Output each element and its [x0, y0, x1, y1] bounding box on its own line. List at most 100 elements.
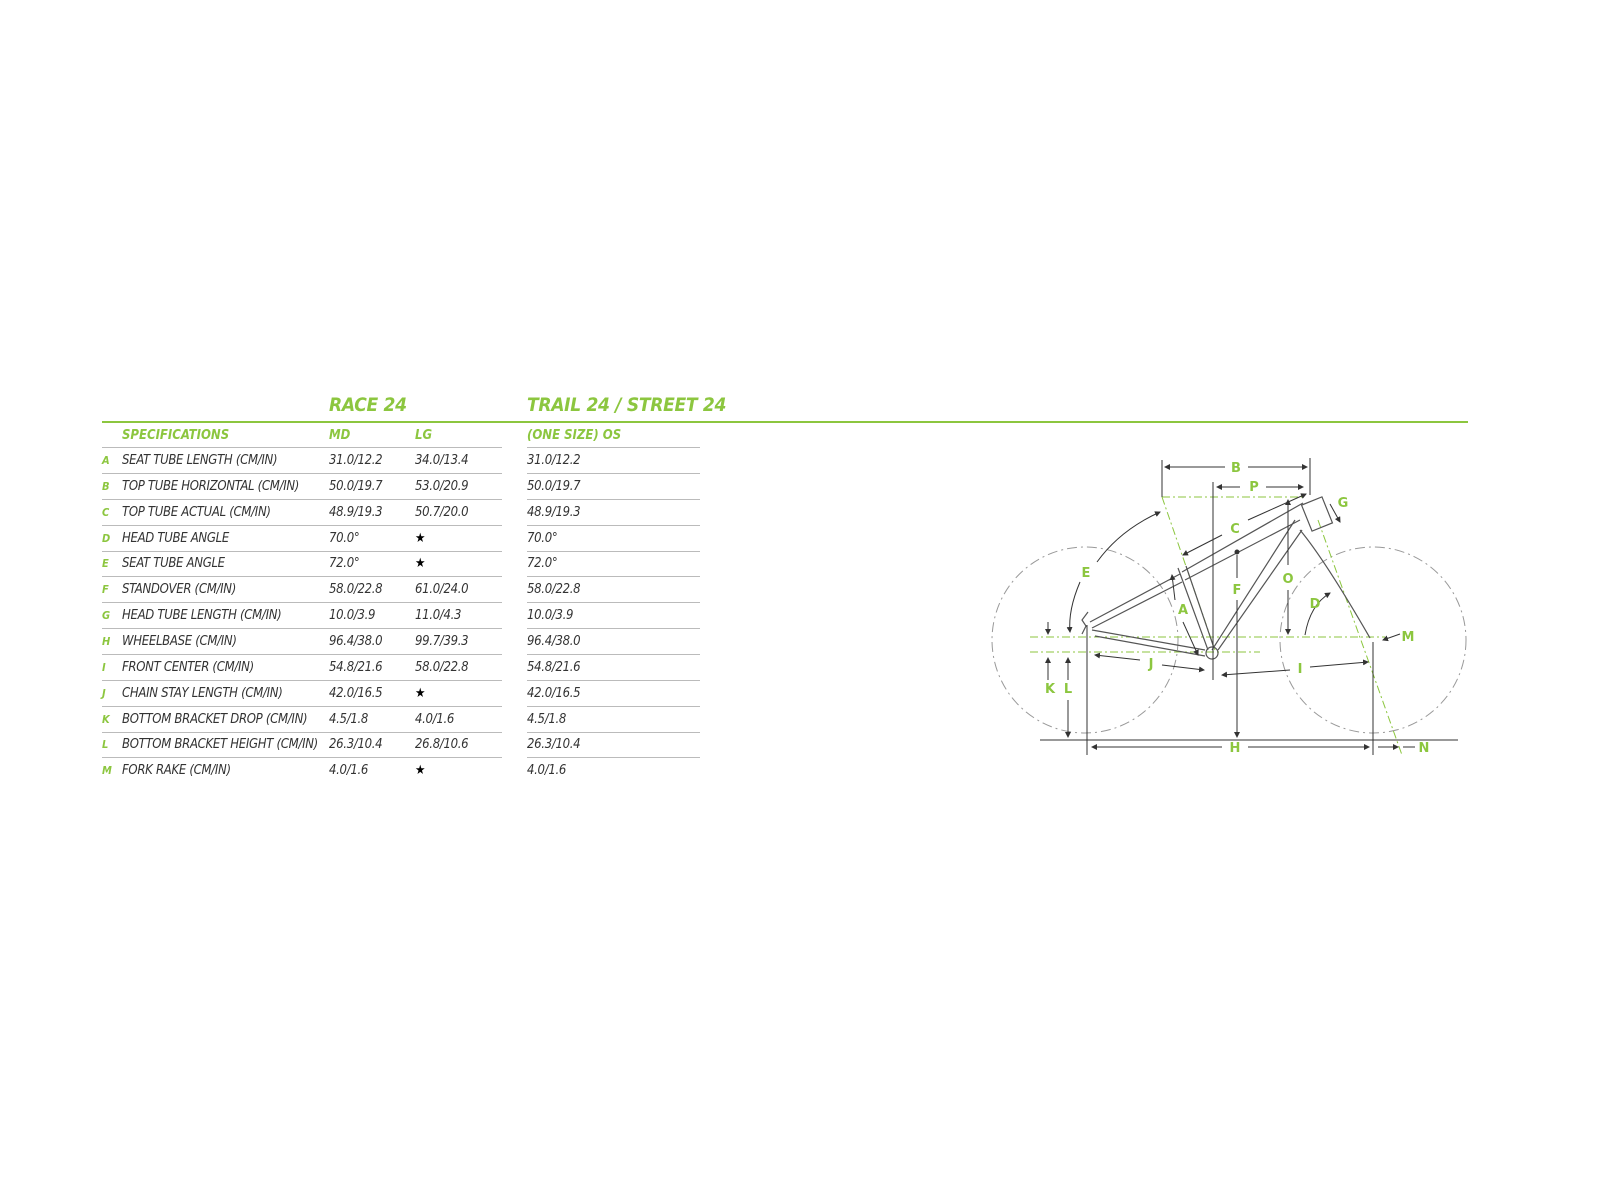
- row-divider: [102, 731, 502, 733]
- row-divider: [102, 679, 502, 681]
- row-divider: [102, 447, 502, 448]
- cell-label: SEAT TUBE ANGLE: [122, 556, 225, 572]
- cell-os: 72.0°: [527, 556, 558, 572]
- cell-os: 96.4/38.0: [527, 633, 581, 649]
- cell-md: 72.0°: [329, 556, 360, 572]
- cell-label: BOTTOM BRACKET DROP (CM/IN): [122, 711, 308, 727]
- cell-letter: L: [102, 738, 109, 752]
- row-divider: [102, 576, 502, 578]
- row-divider: [527, 628, 700, 630]
- cell-os: 54.8/21.6: [527, 659, 581, 675]
- row-divider: [527, 550, 700, 552]
- cell-os: 10.0/3.9: [527, 608, 574, 624]
- header-divider: [102, 421, 1468, 423]
- cell-label: HEAD TUBE LENGTH (CM/IN): [122, 608, 282, 624]
- cell-md: 70.0°: [329, 530, 360, 546]
- specifications-header: SPECIFICATIONS: [122, 428, 230, 443]
- cell-label: TOP TUBE HORIZONTAL (CM/IN): [122, 478, 300, 494]
- dimension-label-h: H: [1230, 741, 1241, 756]
- cell-os: 70.0°: [527, 530, 558, 546]
- row-divider: [102, 524, 502, 526]
- md-header: MD: [329, 428, 351, 443]
- cell-letter: D: [102, 531, 111, 545]
- dimension-label-d: D: [1310, 597, 1321, 612]
- row-divider: [527, 679, 700, 681]
- cell-os: 50.0/19.7: [527, 478, 581, 494]
- dimension-label-o: O: [1282, 572, 1293, 587]
- cell-os: 4.0/1.6: [527, 763, 567, 779]
- cell-letter: G: [102, 609, 111, 623]
- cell-lg: 61.0/24.0: [415, 582, 469, 598]
- race-24-title: RACE 24: [329, 394, 407, 416]
- row-divider: [102, 705, 502, 707]
- cell-lg: 26.8/10.6: [415, 737, 469, 753]
- row-divider: [102, 757, 502, 759]
- dimension-label-l: L: [1064, 682, 1072, 697]
- cell-lg: 4.0/1.6: [415, 711, 455, 727]
- rear-wheel: [991, 546, 1179, 734]
- cell-label: FRONT CENTER (CM/IN): [122, 659, 254, 675]
- cell-letter: I: [102, 660, 106, 674]
- cell-letter: M: [102, 764, 112, 778]
- lg-header: LG: [415, 428, 433, 443]
- dimension-label-m: M: [1402, 630, 1415, 645]
- cell-lg: 53.0/20.9: [415, 478, 469, 494]
- cell-lg: ★: [415, 530, 426, 546]
- cell-os: 4.5/1.8: [527, 711, 567, 727]
- row-divider: [102, 628, 502, 630]
- cell-os: 58.0/22.8: [527, 582, 581, 598]
- cell-lg: 34.0/13.4: [415, 453, 469, 468]
- cell-md: 50.0/19.7: [329, 478, 383, 494]
- cell-md: 26.3/10.4: [329, 737, 383, 753]
- cell-md: 4.5/1.8: [329, 711, 369, 727]
- dimension-label-e: E: [1082, 566, 1091, 581]
- dimension-label-p: P: [1249, 480, 1259, 495]
- dimension-label-n: N: [1419, 741, 1430, 756]
- cell-md: 58.0/22.8: [329, 582, 383, 598]
- dimension-label-b: B: [1231, 461, 1241, 476]
- cell-label: SEAT TUBE LENGTH (CM/IN): [122, 453, 278, 468]
- cell-lg: 99.7/39.3: [415, 633, 469, 649]
- row-divider: [527, 498, 700, 500]
- dimension-label-k: K: [1045, 682, 1056, 697]
- row-divider: [102, 653, 502, 655]
- dimension-label-j: J: [1148, 657, 1154, 672]
- cell-os: 42.0/16.5: [527, 685, 581, 701]
- os-header: (ONE SIZE) OS: [527, 428, 622, 443]
- row-divider: [527, 705, 700, 707]
- row-divider: [102, 498, 502, 500]
- cell-md: 4.0/1.6: [329, 763, 369, 779]
- row-divider: [527, 602, 700, 604]
- cell-os: 31.0/12.2: [527, 453, 581, 468]
- row-divider: [527, 731, 700, 733]
- row-divider: [527, 447, 700, 448]
- cell-md: 31.0/12.2: [329, 453, 383, 468]
- cell-md: 10.0/3.9: [329, 608, 376, 624]
- row-divider: [527, 576, 700, 578]
- dimension-label-g: G: [1338, 496, 1349, 511]
- cell-os: 26.3/10.4: [527, 737, 581, 753]
- cell-lg: 11.0/4.3: [415, 608, 462, 624]
- dimension-label-c: C: [1230, 522, 1240, 537]
- row-divider: [527, 653, 700, 655]
- cell-label: CHAIN STAY LENGTH (CM/IN): [122, 685, 283, 701]
- cell-lg: ★: [415, 556, 426, 572]
- row-divider: [102, 550, 502, 552]
- steering-axis: [1317, 519, 1403, 756]
- cell-label: WHEELBASE (CM/IN): [122, 633, 237, 649]
- cell-md: 48.9/19.3: [329, 504, 383, 520]
- cell-letter: E: [102, 557, 109, 571]
- cell-letter: K: [102, 712, 110, 726]
- cell-md: 96.4/38.0: [329, 633, 383, 649]
- cell-letter: F: [102, 583, 109, 597]
- row-divider: [527, 757, 700, 759]
- row-divider: [527, 473, 700, 474]
- cell-lg: ★: [415, 685, 426, 701]
- cell-lg: 50.7/20.0: [415, 504, 469, 520]
- cell-letter: J: [102, 686, 106, 700]
- row-divider: [527, 524, 700, 526]
- cell-label: FORK RAKE (CM/IN): [122, 763, 231, 779]
- cell-label: STANDOVER (CM/IN): [122, 582, 236, 598]
- row-divider: [102, 473, 502, 474]
